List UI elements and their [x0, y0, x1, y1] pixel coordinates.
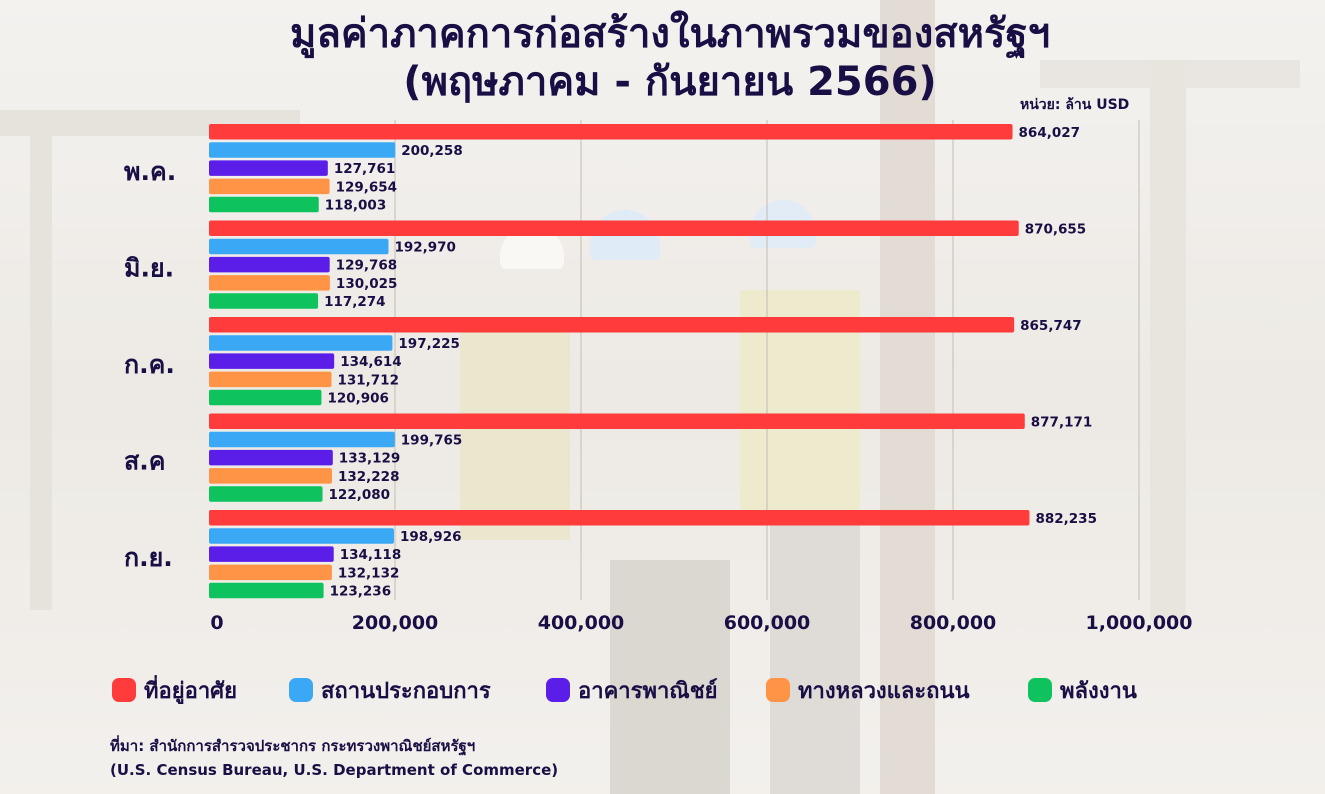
legend-label-residential: ที่อยู่อาศัย	[144, 678, 238, 704]
category-label-jul: ก.ค.	[124, 350, 175, 379]
bar-may-residential	[209, 124, 1013, 140]
legend-label-power: พลังงาน	[1060, 678, 1137, 704]
legend-item-residential: ที่อยู่อาศัย	[112, 674, 237, 706]
value-label-jul-power: 120,906	[327, 391, 389, 407]
bar-may-highway	[209, 178, 330, 195]
source-note: ที่มา: สำนักการสำรวจประชากร กระทรวงพาณิช…	[110, 734, 558, 782]
legend-swatch-highway	[766, 678, 790, 702]
value-label-sep-business: 198,926	[400, 529, 462, 545]
bar-jul-business	[209, 335, 393, 351]
legend-item-business: สถานประกอบการ	[289, 674, 491, 706]
bar-aug-power	[209, 486, 323, 502]
x-tick-label-2: 400,000	[538, 612, 625, 634]
value-label-jun-power: 117,274	[324, 294, 386, 310]
x-tick-label-5: 1,000,000	[1086, 612, 1193, 634]
value-label-may-highway: 129,654	[336, 179, 398, 195]
bar-sep-business	[209, 528, 395, 544]
legend-label-commercial: อาคารพาณิชย์	[578, 678, 718, 704]
bar-may-power	[209, 196, 319, 213]
source-line-2: (U.S. Census Bureau, U.S. Department of …	[110, 761, 559, 779]
bar-sep-residential	[209, 510, 1030, 526]
value-label-jun-residential: 870,655	[1025, 221, 1087, 237]
unit-label: หน่วย: ล้าน USD	[1020, 97, 1130, 113]
bar-sep-highway	[209, 564, 332, 581]
bar-sep-power	[209, 582, 324, 599]
legend: ที่อยู่อาศัย สถานประกอบการ อาคารพาณิชย์ …	[112, 674, 1232, 706]
value-label-aug-residential: 877,171	[1031, 414, 1093, 430]
value-label-aug-highway: 132,228	[338, 469, 400, 485]
bar-aug-residential	[209, 413, 1025, 429]
value-label-jun-commercial: 129,768	[336, 258, 398, 274]
legend-swatch-business	[289, 678, 313, 702]
bar-sep-commercial	[209, 546, 334, 562]
bar-jul-commercial	[209, 353, 335, 369]
bar-jun-business	[209, 238, 389, 255]
bar-jun-residential	[209, 220, 1019, 236]
bar-may-business	[209, 142, 396, 158]
category-label-may: พ.ค.	[124, 157, 176, 186]
legend-label-business: สถานประกอบการ	[321, 678, 491, 704]
source-line-1: ที่มา: สำนักการสำรวจประชากร กระทรวงพาณิช…	[110, 737, 476, 755]
legend-swatch-residential	[112, 678, 136, 702]
category-label-sep: ก.ย.	[124, 543, 173, 572]
bar-aug-business	[209, 431, 395, 448]
x-tick-label-3: 600,000	[724, 612, 811, 634]
value-label-jul-highway: 131,712	[337, 372, 399, 388]
x-tick-label-1: 200,000	[352, 612, 439, 634]
x-tick-label-4: 800,000	[910, 612, 997, 634]
bar-may-commercial	[209, 160, 328, 176]
bar-aug-highway	[209, 468, 332, 484]
legend-item-highway: ทางหลวงและถนน	[766, 674, 970, 706]
value-label-jul-business: 197,225	[398, 336, 460, 352]
bar-jun-commercial	[209, 256, 330, 273]
value-label-jul-residential: 865,747	[1020, 318, 1082, 334]
title-line-1: มูลค่าภาคการก่อสร้างในภาพรวมของสหรัฐฯ	[289, 11, 1051, 57]
value-label-aug-commercial: 133,129	[339, 451, 401, 467]
legend-swatch-power	[1028, 678, 1052, 702]
value-label-jul-commercial: 134,614	[340, 354, 402, 370]
bar-jun-highway	[209, 275, 330, 291]
bar-jun-power	[209, 293, 319, 309]
value-label-aug-business: 199,765	[401, 432, 463, 448]
legend-item-power: พลังงาน	[1028, 674, 1137, 706]
bar-aug-commercial	[209, 449, 333, 466]
legend-item-commercial: อาคารพาณิชย์	[546, 674, 718, 706]
value-label-sep-highway: 132,132	[338, 565, 400, 581]
bar-jul-highway	[209, 371, 332, 388]
category-label-jun: มิ.ย.	[124, 254, 174, 283]
value-label-sep-power: 123,236	[330, 584, 392, 600]
value-label-may-commercial: 127,761	[334, 161, 396, 177]
value-label-jun-business: 192,970	[394, 239, 456, 255]
bar-jul-power	[209, 389, 322, 406]
value-label-may-residential: 864,027	[1019, 125, 1081, 141]
legend-label-highway: ทางหลวงและถนน	[798, 678, 970, 704]
legend-swatch-commercial	[546, 678, 570, 702]
chart-title: มูลค่าภาคการก่อสร้างในภาพรวมของสหรัฐฯ (พ…	[0, 10, 1325, 106]
x-tick-label-0: 0	[210, 612, 223, 634]
value-label-sep-residential: 882,235	[1035, 511, 1097, 527]
category-label-aug: ส.ค	[124, 447, 165, 476]
value-label-aug-power: 122,080	[329, 487, 391, 503]
title-line-2: (พฤษภาคม - กันยายน 2566)	[403, 59, 937, 105]
value-label-may-power: 118,003	[325, 198, 387, 214]
value-label-jun-highway: 130,025	[336, 276, 398, 292]
bar-jul-residential	[209, 317, 1015, 333]
value-label-may-business: 200,258	[401, 143, 463, 159]
value-label-sep-commercial: 134,118	[340, 547, 402, 563]
